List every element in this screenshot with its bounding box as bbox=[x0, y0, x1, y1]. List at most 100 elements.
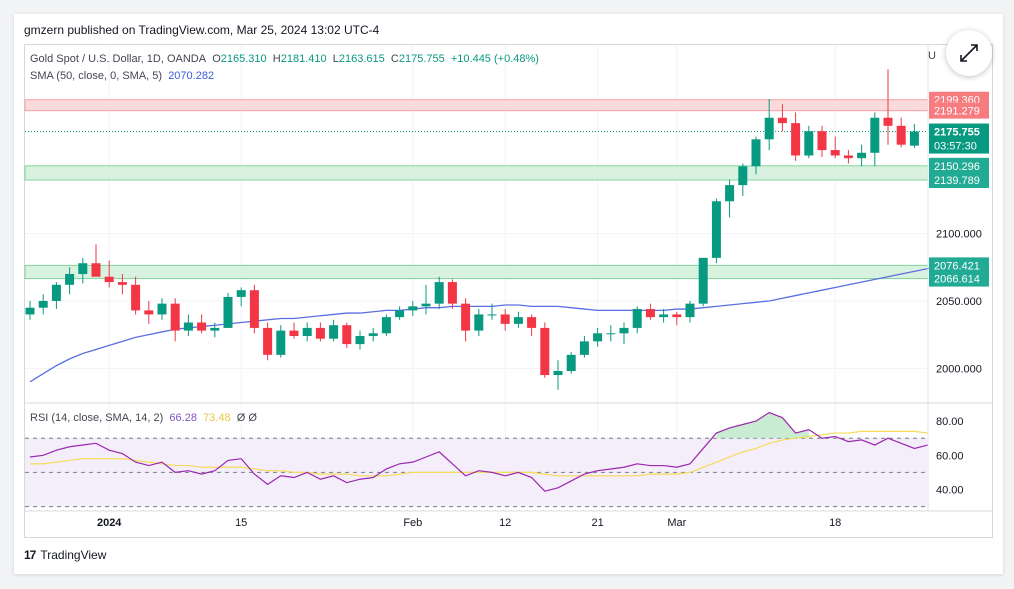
sma-line bbox=[29, 265, 941, 383]
time-axis-label: 21 bbox=[591, 517, 603, 529]
resistance-price-tag bbox=[929, 102, 989, 119]
candle-body bbox=[51, 284, 61, 301]
last-price-tag bbox=[929, 123, 989, 154]
candle-body bbox=[870, 117, 880, 153]
candle-body bbox=[553, 371, 563, 376]
candle-body bbox=[355, 335, 365, 345]
candle-body bbox=[645, 309, 655, 318]
time-axis-label: 12 bbox=[499, 517, 511, 529]
candle-body bbox=[566, 354, 576, 372]
high-value: 2181.410 bbox=[280, 53, 327, 65]
candle-body bbox=[857, 152, 867, 159]
price-legend: Gold Spot / U.S. Dollar, 1D, OANDA O2165… bbox=[30, 53, 539, 65]
candle-body bbox=[38, 300, 48, 308]
price-axis-label: 2100.000 bbox=[936, 229, 982, 241]
candle-body bbox=[381, 317, 391, 334]
candle-body bbox=[817, 131, 827, 151]
price-axis-label: 2000.000 bbox=[936, 363, 982, 375]
candle-body bbox=[223, 296, 233, 328]
candle-body bbox=[632, 309, 642, 328]
change-value: +10.445 (+0.48%) bbox=[450, 53, 539, 65]
expand-icon bbox=[960, 44, 978, 62]
candle-body bbox=[738, 166, 748, 186]
support-price-tag-label: 2150.296 bbox=[934, 161, 980, 173]
rsi-axis-label: 40.00 bbox=[936, 484, 964, 496]
low-value: 2163.615 bbox=[338, 53, 385, 65]
candle-body bbox=[909, 131, 919, 146]
rsi-legend: RSI (14, close, SMA, 14, 2) 66.28 73.48 … bbox=[30, 412, 257, 424]
rsi-extra: Ø Ø bbox=[236, 412, 257, 424]
candle-body bbox=[527, 317, 537, 328]
last-price-tag-label: 2175.755 bbox=[934, 127, 980, 139]
candle-body bbox=[183, 322, 193, 331]
candle-body bbox=[606, 333, 616, 335]
candle-body bbox=[170, 303, 180, 331]
candle-body bbox=[421, 303, 431, 307]
support-price-tag-label: 2139.789 bbox=[934, 175, 980, 187]
candle-body bbox=[619, 327, 629, 334]
time-axis-label: 18 bbox=[829, 517, 841, 529]
close-value: 2175.755 bbox=[398, 53, 445, 65]
candle-body bbox=[830, 150, 840, 156]
chart-frame bbox=[24, 44, 993, 538]
close-label: C bbox=[390, 53, 399, 65]
tradingview-logo: 17 bbox=[24, 548, 36, 562]
support-zone bbox=[24, 264, 929, 280]
candle-body bbox=[725, 185, 735, 202]
rsi-line bbox=[29, 411, 928, 492]
candle-body bbox=[289, 330, 299, 336]
candle-body bbox=[263, 327, 273, 355]
support-price-tag bbox=[929, 257, 989, 274]
rsi-ma-line bbox=[30, 430, 928, 477]
support-price-tag-label: 2076.421 bbox=[934, 260, 980, 272]
support-price-tag bbox=[929, 172, 989, 189]
candle-body bbox=[540, 327, 550, 376]
candle-body bbox=[65, 274, 75, 285]
candle-body bbox=[236, 290, 246, 297]
candle-body bbox=[513, 317, 523, 324]
rsi-label: RSI (14, close, SMA, 14, 2) bbox=[30, 412, 164, 424]
publisher-line: gmzern published on TradingView.com, Mar… bbox=[24, 23, 380, 37]
candle-body bbox=[315, 327, 325, 339]
candle-body bbox=[461, 303, 471, 331]
resistance-zone bbox=[24, 99, 929, 112]
rsi-axis-label: 80.00 bbox=[936, 416, 964, 428]
candle-body bbox=[896, 125, 906, 145]
rsi-ma-value: 73.48 bbox=[203, 412, 231, 424]
rsi-overbought-fill bbox=[716, 412, 836, 439]
expand-button[interactable] bbox=[946, 30, 992, 76]
time-axis-label: Feb bbox=[403, 517, 422, 529]
candle-body bbox=[104, 276, 114, 283]
candle-body bbox=[791, 123, 801, 156]
resistance-price-tag-label: 2191.279 bbox=[934, 106, 980, 118]
support-price-tag-label: 2066.614 bbox=[934, 274, 980, 286]
candle-body bbox=[764, 117, 774, 140]
candle-body bbox=[197, 322, 207, 331]
candle-body bbox=[117, 282, 127, 285]
high-label: H bbox=[272, 53, 281, 65]
time-axis-label: 2024 bbox=[97, 517, 122, 529]
candle-body bbox=[368, 333, 378, 336]
time-axis-label: Mar bbox=[667, 517, 686, 529]
open-value: 2165.310 bbox=[220, 53, 267, 65]
support-zone bbox=[24, 165, 929, 181]
candle-body bbox=[685, 303, 695, 318]
footer-brand[interactable]: 17 TradingView bbox=[24, 548, 106, 562]
candle-body bbox=[447, 282, 457, 304]
candle-body bbox=[157, 303, 167, 315]
candle-body bbox=[91, 263, 101, 277]
time-axis-label: 15 bbox=[235, 517, 247, 529]
candle-body bbox=[500, 314, 510, 324]
candle-body bbox=[843, 155, 853, 159]
candle-body bbox=[777, 117, 787, 124]
candle-body bbox=[144, 310, 154, 315]
candle-body bbox=[659, 314, 669, 318]
candle-body bbox=[751, 139, 761, 167]
price-axis-label: 2050.000 bbox=[936, 296, 982, 308]
candle-body bbox=[698, 257, 708, 304]
candle-body bbox=[474, 314, 484, 331]
footer-brand-text: TradingView bbox=[40, 548, 107, 562]
u-label[interactable]: U bbox=[928, 50, 936, 62]
symbol-title: Gold Spot / U.S. Dollar, 1D, OANDA bbox=[30, 53, 207, 65]
